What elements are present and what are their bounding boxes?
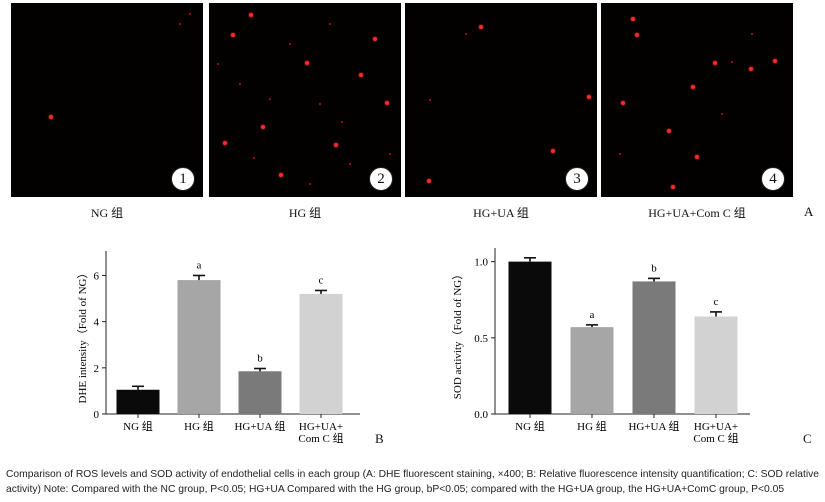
- caption-line-2: activity) Note: Compared with the NC gro…: [6, 484, 785, 495]
- fluorescent-spot: [389, 153, 391, 155]
- panel-number-badge: 1: [171, 167, 195, 191]
- fluorescent-spot: [334, 143, 338, 147]
- significance-letter: b: [651, 262, 657, 274]
- fluorescent-spot: [667, 129, 671, 133]
- y-tick-label: 6: [94, 270, 100, 282]
- micrograph-hg-ua: 3: [405, 3, 597, 197]
- y-tick-label: 0: [94, 409, 100, 421]
- significance-letter: c: [319, 274, 324, 286]
- fluorescent-spot: [465, 33, 467, 35]
- fluorescent-spot: [713, 61, 717, 65]
- x-tick-label: Com C 组: [298, 431, 343, 445]
- micrograph-ng: 1: [11, 3, 203, 197]
- x-tick-label: HG+UA 组: [234, 419, 285, 433]
- fluorescent-spot: [635, 33, 639, 37]
- fluorescent-spot: [189, 13, 191, 15]
- fluorescent-spot: [671, 185, 675, 189]
- micrograph-hg-ua-comc: 4: [601, 3, 793, 197]
- fluorescent-spot: [721, 113, 723, 115]
- fluorescent-spot: [587, 95, 591, 99]
- bar: [116, 389, 160, 414]
- fluorescent-spot: [309, 183, 311, 185]
- fluorescent-spot: [329, 23, 331, 25]
- caption-line-1: Comparison of ROS levels and SOD activit…: [6, 469, 819, 480]
- y-tick-label: 0.5: [474, 333, 488, 345]
- fluorescent-spot: [385, 101, 389, 105]
- fluorescent-spot: [349, 163, 351, 165]
- fluorescent-spot: [319, 103, 321, 105]
- panel-number-badge: 2: [369, 167, 393, 191]
- bar: [694, 316, 738, 414]
- y-axis-label: DHE intensity（Fold of NG）: [76, 268, 89, 404]
- dhe-intensity-chart: 0 2 4 6 DHE intensity（Fold of NG） NG 组 a HG 组 b H…: [76, 251, 360, 445]
- fluorescent-spot: [305, 61, 309, 65]
- fluorescent-spot: [731, 61, 733, 63]
- sod-activity-chart: 0.0 0.5 1.0 SOD activity（Fold of NG） NG 组 a HG…: [451, 248, 750, 445]
- fluorescent-spot: [261, 125, 265, 129]
- x-tick-label: Com C 组: [693, 431, 738, 445]
- x-tick-label: NG 组: [123, 419, 153, 433]
- bar: [632, 281, 676, 414]
- fluorescent-spot: [429, 99, 431, 101]
- figure-caption: Comparison of ROS levels and SOD activit…: [6, 467, 821, 497]
- fluorescent-spot: [427, 179, 431, 183]
- y-tick-label: 2: [94, 363, 100, 375]
- figure-letter-a: A: [804, 204, 814, 219]
- fluorescent-spot: [217, 63, 219, 65]
- bar: [508, 261, 552, 414]
- x-tick-label: HG+UA+: [694, 421, 738, 433]
- x-tick-label: HG 组: [184, 419, 214, 433]
- y-tick-label: 1.0: [474, 257, 488, 269]
- x-tick-label: HG+UA 组: [628, 419, 679, 433]
- fluorescent-spot: [373, 37, 377, 41]
- significance-letter: a: [590, 309, 595, 321]
- bar: [238, 371, 282, 414]
- figure-letter-c: C: [803, 431, 812, 446]
- fluorescent-spot: [773, 59, 777, 63]
- x-tick-label: HG 组: [577, 419, 607, 433]
- significance-letter: c: [714, 296, 719, 308]
- figure-letter-b: B: [375, 431, 384, 446]
- fluorescent-spot: [619, 153, 621, 155]
- significance-letter: b: [257, 353, 263, 365]
- panel-label-hg: HG 组: [288, 206, 322, 220]
- fluorescent-spot: [289, 43, 291, 45]
- panel-label-hg-ua-comc: HG+UA+Com C 组: [648, 206, 746, 220]
- fluorescent-spot: [631, 17, 635, 21]
- bar: [177, 280, 221, 414]
- panel-label-hg-ua: HG+UA 组: [473, 206, 529, 220]
- fluorescent-spot: [223, 141, 227, 145]
- fluorescent-spot: [479, 25, 483, 29]
- panel-number-badge: 4: [761, 167, 785, 191]
- y-tick-label: 4: [94, 317, 100, 329]
- panel-number-badge: 3: [565, 167, 589, 191]
- micrograph-hg: 2: [209, 3, 401, 197]
- fluorescent-spot: [239, 83, 241, 85]
- y-tick-label: 0.0: [474, 409, 488, 421]
- fluorescent-spot: [621, 101, 625, 105]
- fluorescent-spot: [279, 173, 283, 177]
- significance-letter: a: [197, 259, 202, 271]
- fluorescent-spot: [269, 98, 271, 100]
- fluorescent-spot: [341, 121, 343, 123]
- fluorescent-spot: [695, 155, 699, 159]
- fluorescent-spot: [231, 33, 235, 37]
- fluorescent-spot: [49, 115, 53, 119]
- fluorescent-spot: [249, 13, 253, 17]
- fluorescent-spot: [691, 85, 695, 89]
- y-axis-label: SOD activity（Fold of NG）: [451, 269, 464, 399]
- x-tick-label: NG 组: [515, 419, 545, 433]
- bar: [570, 327, 614, 414]
- fluorescent-spot: [749, 67, 753, 71]
- bar: [299, 293, 343, 414]
- fluorescent-spot: [751, 33, 753, 35]
- fluorescent-spot: [359, 73, 363, 77]
- x-tick-label: HG+UA+: [299, 421, 343, 433]
- fluorescent-spot: [551, 149, 555, 153]
- panel-label-ng: NG 组: [90, 206, 124, 220]
- fluorescent-spot: [253, 157, 255, 159]
- fluorescent-spot: [179, 23, 181, 25]
